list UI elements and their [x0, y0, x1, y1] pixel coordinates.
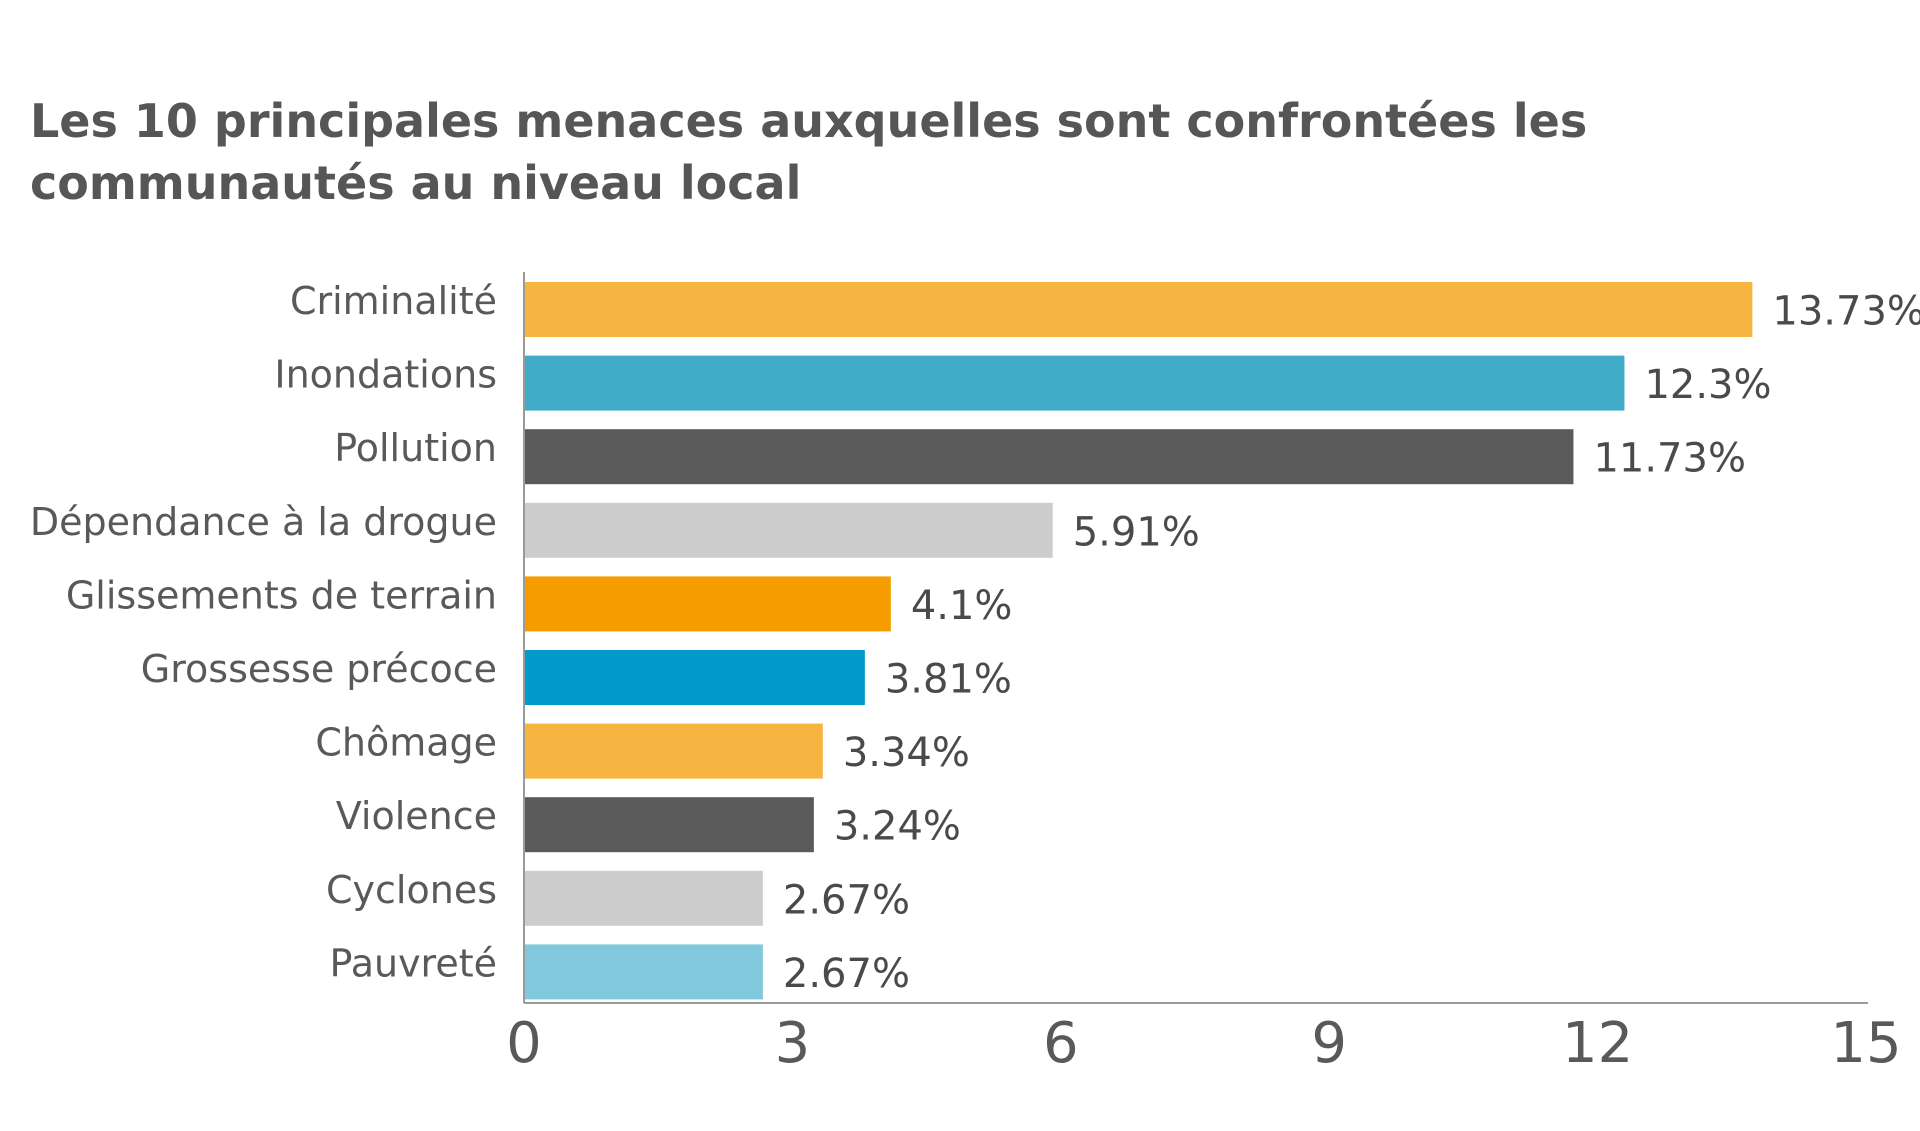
category-label-8: Cyclones: [326, 868, 497, 912]
value-label-6: 3.34%: [843, 730, 970, 776]
value-labels: 13.73%12.3% 11.73% 5.91% 4.1% 3.81% 3.34% 3.24…: [783, 289, 1920, 997]
bars-group: [524, 282, 1753, 1000]
chart-title: Les 10 principales menaces auxquelles so…: [30, 94, 1588, 210]
category-label-4: Glissements de terrain: [66, 573, 497, 617]
bar-2: [524, 429, 1574, 485]
value-label-7: 3.24%: [834, 804, 961, 850]
x-tick-labels: 0 3 6 9 12 15: [506, 1011, 1901, 1076]
x-tick-1: 3: [775, 1011, 811, 1076]
value-label-1: 12.3%: [1644, 362, 1771, 408]
x-tick-5: 15: [1830, 1011, 1901, 1076]
bar-3: [524, 502, 1053, 558]
category-label-5: Grossesse précoce: [141, 647, 497, 691]
x-tick-0: 0: [506, 1011, 542, 1076]
value-label-0: 13.73%: [1772, 289, 1920, 335]
bar-0: [524, 282, 1753, 337]
value-label-2: 11.73%: [1593, 436, 1746, 482]
x-tick-3: 9: [1311, 1011, 1347, 1076]
value-label-4: 4.1%: [911, 583, 1013, 629]
category-label-6: Chômage: [315, 721, 497, 765]
value-label-8: 2.67%: [783, 877, 910, 923]
category-label-7: Violence: [336, 794, 497, 838]
category-label-1: Inondations: [274, 353, 497, 397]
value-label-5: 3.81%: [885, 657, 1012, 703]
bar-8: [524, 870, 763, 926]
category-label-3: Dépendance à la drogue: [30, 500, 497, 544]
category-label-9: Pauvreté: [329, 941, 497, 985]
value-label-9: 2.67%: [783, 951, 910, 997]
category-label-0: Criminalité: [290, 279, 497, 323]
value-label-3: 5.91%: [1073, 509, 1200, 555]
category-labels: Criminalité Inondations Pollution Dépendanc…: [30, 279, 497, 985]
x-tick-4: 12: [1562, 1011, 1633, 1076]
x-tick-2: 6: [1043, 1011, 1079, 1076]
bar-1: [524, 355, 1625, 411]
bar-4: [524, 576, 891, 632]
bar-5: [524, 650, 865, 705]
bar-6: [524, 723, 823, 779]
bar-7: [524, 797, 814, 853]
axes-group: [523, 272, 1868, 1004]
bar-9: [524, 944, 763, 1000]
category-label-2: Pollution: [334, 426, 497, 470]
